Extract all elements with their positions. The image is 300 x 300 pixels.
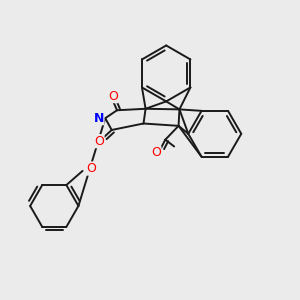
Text: O: O xyxy=(94,135,104,148)
Text: O: O xyxy=(108,90,118,103)
Text: N: N xyxy=(94,112,104,125)
Text: O: O xyxy=(151,146,161,159)
Text: O: O xyxy=(86,162,96,175)
